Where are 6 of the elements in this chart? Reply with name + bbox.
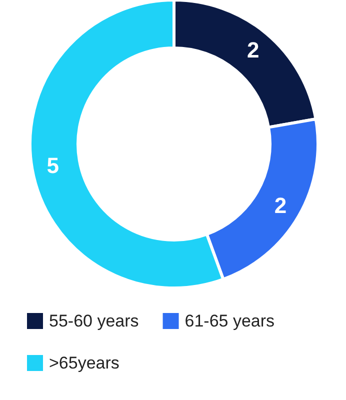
data-label: 2 — [246, 37, 260, 62]
legend-label: 61-65 years — [184, 312, 275, 330]
legend-label: >65years — [49, 354, 120, 372]
data-label: 5 — [46, 152, 59, 178]
data-label: 2 — [274, 193, 287, 218]
legend-label: 55-60 years — [49, 312, 139, 330]
